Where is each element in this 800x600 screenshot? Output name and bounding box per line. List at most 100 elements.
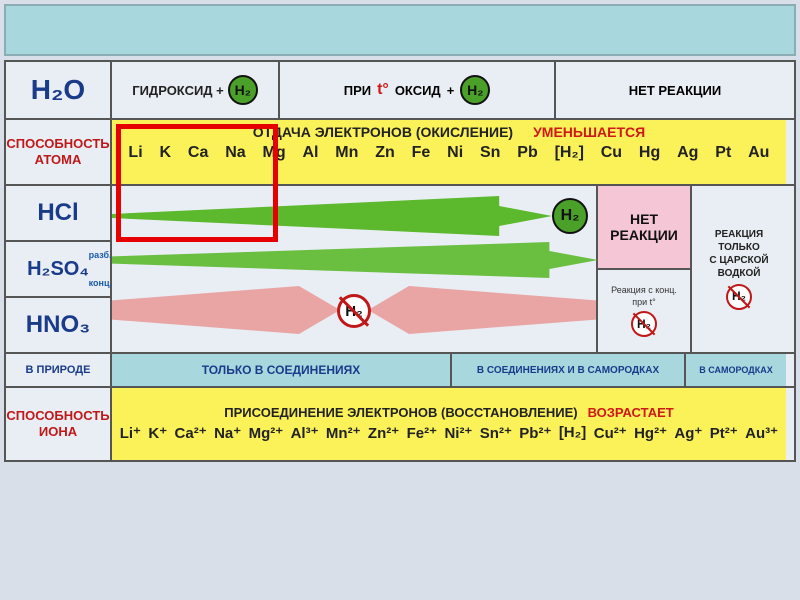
reduction-header: ПРИСОЕДИНЕНИЕ ЭЛЕКТРОНОВ (ВОССТАНОВЛЕНИЕ… (112, 401, 786, 420)
ion: Pt²⁺ (710, 424, 738, 442)
element: Pt (715, 144, 731, 162)
row-h2o: H₂O ГИДРОКСИД + H₂ ПРИ t° ОКСИД + H₂ НЕТ… (6, 62, 794, 120)
row-nature: В ПРИРОДЕ ТОЛЬКО В СОЕДИНЕНИЯХ В СОЕДИНЕ… (6, 354, 794, 388)
plus-text: + (447, 83, 455, 98)
noreact-cell: НЕТ РЕАКЦИИ (556, 62, 794, 118)
no-h2-icon: H₂ (337, 294, 371, 328)
nature-both: В СОЕДИНЕНИЯХ И В САМОРОДКАХ (452, 354, 686, 386)
decreases-text: УМЕНЬШАЕТСЯ (533, 124, 645, 140)
element: Mn (335, 144, 358, 162)
ion: Ag⁺ (674, 424, 702, 442)
h2-icon-2: H₂ (460, 75, 490, 105)
element: Hg (639, 144, 660, 162)
no-h2-sm-text: H₂ (637, 317, 651, 331)
nature-compounds: ТОЛЬКО В СОЕДИНЕНИЯХ (112, 354, 452, 386)
ion: [H₂] (559, 424, 587, 442)
ion: Hg²⁺ (634, 424, 667, 442)
ion-series: Li⁺K⁺Ca²⁺Na⁺Mg²⁺Al³⁺Mn²⁺Zn²⁺Fe²⁺Ni²⁺Sn²⁺… (112, 420, 786, 448)
ion: K⁺ (148, 424, 167, 442)
reduction-title: ПРИСОЕДИНЕНИЕ ЭЛЕКТРОНОВ (ВОССТАНОВЛЕНИЕ… (224, 405, 577, 420)
h2so4-label: H₂SO₄ разб. конц. (6, 242, 110, 298)
temp-text: t° (377, 81, 389, 99)
ion: Sn²⁺ (480, 424, 512, 442)
ion: Mg²⁺ (249, 424, 284, 442)
acids-labels: HCl H₂SO₄ разб. конц. HNO₃ (6, 186, 112, 352)
oxidation-title: ОТДАЧА ЭЛЕКТРОНОВ (ОКИСЛЕНИЕ) (253, 124, 513, 140)
conc-tag: конц. (89, 278, 112, 288)
increases-text: ВОЗРАСТАЕТ (588, 405, 674, 420)
element: Na (225, 144, 245, 162)
no-h2-small-icon: H₂ (631, 311, 657, 337)
ion-label-line1: СПОСОБНОСТЬ (6, 408, 109, 424)
noreact-line1: НЕТ (630, 211, 658, 227)
nature-nuggets: В САМОРОДКАХ (686, 354, 786, 386)
acids-right-a: НЕТ РЕАКЦИИ Реакция с конц. при t° H₂ (598, 186, 692, 352)
ion: Mn²⁺ (326, 424, 361, 442)
no-h2-aqua-icon: H₂ (726, 284, 752, 310)
element: Zn (375, 144, 395, 162)
reduction-series: ПРИСОЕДИНЕНИЕ ЭЛЕКТРОНОВ (ВОССТАНОВЛЕНИЕ… (112, 388, 786, 460)
element: Au (748, 144, 769, 162)
dilute-tag: разб. (89, 250, 112, 260)
green-arrow-2 (112, 242, 598, 278)
oxidation-header: ОТДАЧА ЭЛЕКТРОНОВ (ОКИСЛЕНИЕ) УМЕНЬШАЕТС… (112, 120, 786, 140)
ion: Na⁺ (214, 424, 241, 442)
acids-arrows: H₂ H₂ (112, 186, 598, 352)
oxidation-series: ОТДАЧА ЭЛЕКТРОНОВ (ОКИСЛЕНИЕ) УМЕНЬШАЕТС… (112, 120, 786, 184)
aqua-regia-box: РЕАКЦИЯ ТОЛЬКО С ЦАРСКОЙ ВОДКОЙ H₂ (692, 186, 786, 352)
atom-ability-label: СПОСОБНОСТЬ АТОМА (6, 120, 112, 184)
ion: Ni²⁺ (444, 424, 472, 442)
grid-wrap: H₂O ГИДРОКСИД + H₂ ПРИ t° ОКСИД + H₂ НЕТ… (4, 60, 796, 462)
h2o-label: H₂O (6, 62, 112, 118)
h2-bubble: H₂ (552, 198, 588, 234)
oxide-cell: ПРИ t° ОКСИД + H₂ (280, 62, 556, 118)
no-h2-text: H₂ (345, 303, 363, 320)
hno3-label: HNO₃ (6, 298, 110, 352)
element: Ca (188, 144, 208, 162)
ion: Ca²⁺ (175, 424, 207, 442)
ion: Li⁺ (120, 424, 141, 442)
ion: Zn²⁺ (368, 424, 399, 442)
element: Ni (447, 144, 463, 162)
noreact-text: НЕТ РЕАКЦИИ (629, 83, 721, 98)
element: Al (302, 144, 318, 162)
react-conc-box: Реакция с конц. при t° H₂ (598, 270, 690, 352)
label-line1: СПОСОБНОСТЬ (6, 136, 109, 152)
noreact-box: НЕТ РЕАКЦИИ (598, 186, 690, 270)
element: Pb (517, 144, 537, 162)
element: Cu (601, 144, 622, 162)
ion: Al³⁺ (291, 424, 319, 442)
element-series: LiKCaNaMgAlMnZnFeNiSnPb[H₂]CuHgAgPtAu (112, 140, 786, 168)
hydroxide-cell: ГИДРОКСИД + H₂ (112, 62, 280, 118)
ion: Cu²⁺ (594, 424, 627, 442)
hcl-label: HCl (6, 186, 110, 242)
acids-block: HCl H₂SO₄ разб. конц. HNO₃ H₂ H₂ (6, 186, 794, 354)
ion: Pb²⁺ (519, 424, 551, 442)
aqua-line2: ТОЛЬКО (718, 241, 759, 254)
h2-icon: H₂ (228, 75, 258, 105)
element: Sn (480, 144, 500, 162)
activity-series-grid: H₂O ГИДРОКСИД + H₂ ПРИ t° ОКСИД + H₂ НЕТ… (4, 60, 796, 462)
pink-arrow-left (112, 286, 340, 334)
chart-frame: H₂O ГИДРОКСИД + H₂ ПРИ t° ОКСИД + H₂ НЕТ… (0, 0, 800, 600)
hydroxide-text: ГИДРОКСИД + (132, 83, 224, 98)
h2so4-text: H₂SO₄ (27, 258, 89, 281)
row-ion-ability: СПОСОБНОСТЬ ИОНА ПРИСОЕДИНЕНИЕ ЭЛЕКТРОНО… (6, 388, 794, 460)
row-atom-ability: СПОСОБНОСТЬ АТОМА ОТДАЧА ЭЛЕКТРОНОВ (ОКИ… (6, 120, 794, 186)
aqua-line3: С ЦАРСКОЙ (709, 254, 768, 267)
h2so4-tags: разб. конц. (89, 250, 112, 288)
element: Ag (677, 144, 698, 162)
reactconc-line2: при t° (632, 297, 656, 307)
element: Fe (412, 144, 431, 162)
element: Mg (262, 144, 285, 162)
element: [H₂] (555, 144, 584, 162)
aqua-line4: ВОДКОЙ (718, 267, 761, 280)
top-band (4, 4, 796, 56)
oxide-text: ОКСИД (395, 83, 441, 98)
aqua-line1: РЕАКЦИЯ (715, 228, 763, 241)
ion-label-line2: ИОНА (39, 424, 77, 440)
noreact-line2: РЕАКЦИИ (610, 227, 678, 243)
ion-ability-label: СПОСОБНОСТЬ ИОНА (6, 388, 112, 460)
element: Li (128, 144, 142, 162)
reactconc-line1: Реакция с конц. (611, 285, 677, 295)
